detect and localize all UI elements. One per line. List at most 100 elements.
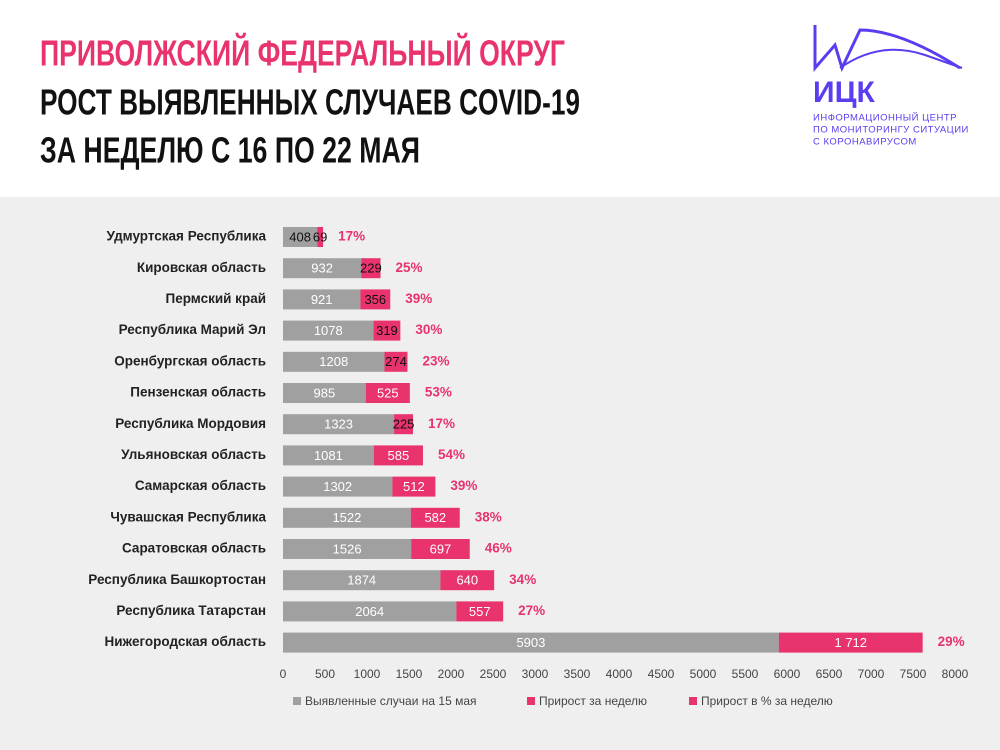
bar-segment — [283, 289, 361, 310]
logo-wave — [813, 25, 961, 73]
percent-label: 17% — [428, 416, 455, 431]
title-line: ПРИВОЛЖСКИЙ ФЕДЕРАЛЬНЫЙ ОКРУГ — [40, 32, 565, 74]
value-label: 557 — [469, 604, 491, 619]
value-label: 69 — [313, 229, 327, 244]
value-label: 512 — [403, 479, 425, 494]
category-label: Республика Татарстан — [116, 603, 266, 618]
bar-segment — [283, 227, 318, 247]
x-tick-label: 8000 — [942, 667, 969, 681]
bar-segment — [283, 476, 393, 497]
x-tick-label: 4000 — [606, 667, 633, 681]
x-tick-label: 5000 — [690, 667, 717, 681]
value-label: 356 — [364, 292, 386, 307]
category-label: Удмуртская Республика — [107, 229, 267, 244]
category-label: Чувашская Республика — [110, 509, 266, 524]
bar-segment — [384, 351, 408, 372]
value-label: 697 — [430, 541, 452, 556]
x-tick-label: 6500 — [816, 667, 843, 681]
x-tick-label: 7500 — [900, 667, 927, 681]
value-label: 585 — [388, 448, 410, 463]
value-label: 1874 — [347, 573, 376, 588]
bar-segment — [283, 570, 441, 591]
category-label: Оренбургская область — [114, 353, 266, 368]
bar-segment — [440, 570, 495, 591]
x-tick-label: 0 — [280, 667, 287, 681]
bar-segment — [394, 414, 414, 435]
value-label: 1208 — [319, 354, 348, 369]
x-tick-label: 3000 — [522, 667, 549, 681]
logo-line: ИНФОРМАЦИОННЫЙ ЦЕНТР — [813, 112, 957, 124]
title-line: РОСТ ВЫЯВЛЕННЫХ СЛУЧАЕВ COVID-19 — [40, 82, 580, 123]
value-label: 1323 — [324, 417, 353, 432]
x-tick-label: 7000 — [858, 667, 885, 681]
value-label: 1081 — [314, 448, 343, 463]
category-label: Республика Башкортостан — [88, 572, 266, 587]
percent-label: 29% — [938, 634, 965, 649]
bar-segment — [778, 632, 923, 653]
header-bg — [0, 0, 1000, 197]
value-label: 229 — [360, 261, 382, 276]
logo-name: ИЦК — [813, 76, 875, 109]
percent-label: 53% — [425, 385, 452, 400]
category-label: Кировская область — [137, 260, 266, 275]
bar-segment — [392, 476, 436, 497]
x-tick-label: 1000 — [354, 667, 381, 681]
percent-label: 39% — [450, 478, 477, 493]
value-label: 1078 — [314, 323, 343, 338]
category-label: Нижегородская область — [105, 634, 267, 649]
category-label: Пензенская область — [130, 385, 266, 400]
value-label: 408 — [289, 229, 311, 244]
x-tick-label: 2000 — [438, 667, 465, 681]
category-label: Ульяновская область — [121, 447, 266, 462]
value-label: 225 — [393, 417, 415, 432]
category-label: Республика Марий Эл — [119, 322, 266, 337]
percent-label: 39% — [405, 291, 432, 306]
legend-label: Прирост за неделю — [539, 694, 647, 708]
bar-segment — [365, 383, 410, 403]
percent-label: 30% — [415, 322, 442, 337]
logo-line: С КОРОНАВИРУСОМ — [813, 137, 917, 148]
bar-segment — [410, 507, 460, 528]
x-tick-label: 500 — [315, 667, 335, 681]
value-label: 319 — [376, 323, 398, 338]
chart-bg — [0, 197, 1000, 750]
percent-label: 46% — [485, 541, 512, 556]
bar-segment — [373, 320, 401, 341]
percent-label: 17% — [338, 229, 365, 244]
logo-line: ПО МОНИТОРИНГУ СИТУАЦИИ — [813, 125, 969, 136]
category-label: Пермский край — [165, 291, 266, 306]
logo — [813, 25, 963, 73]
bar-segment — [283, 507, 411, 528]
value-label: 582 — [424, 510, 446, 525]
x-tick-label: 5500 — [732, 667, 759, 681]
legend-swatch — [527, 697, 535, 705]
bar-segment — [283, 258, 362, 279]
value-label: 640 — [456, 573, 478, 588]
bar-segment — [283, 632, 779, 653]
x-tick-label: 2500 — [480, 667, 507, 681]
value-label: 932 — [311, 261, 333, 276]
legend-label: Выявленные случаи на 15 мая — [305, 694, 477, 708]
legend-label: Прирост в % за неделю — [701, 694, 833, 708]
category-label: Республика Мордовия — [115, 416, 266, 431]
legend-swatch — [293, 697, 301, 705]
value-label: 5903 — [516, 635, 545, 650]
bar-segment — [456, 601, 504, 622]
bar-segment — [283, 320, 374, 341]
category-label: Саратовская область — [122, 541, 266, 556]
category-label: Самарская область — [135, 478, 266, 493]
percent-label: 54% — [438, 447, 465, 462]
bar-segment — [360, 289, 391, 310]
percent-label: 38% — [475, 509, 502, 524]
bar-segment — [283, 445, 374, 466]
value-label: 274 — [385, 354, 407, 369]
percent-label: 23% — [422, 353, 449, 368]
value-label: 525 — [377, 385, 399, 400]
x-tick-label: 4500 — [648, 667, 675, 681]
bar-segment — [283, 351, 385, 372]
bar-segment — [411, 539, 470, 559]
x-tick-label: 1500 — [396, 667, 423, 681]
bar-segment — [283, 601, 457, 622]
value-label: 1302 — [323, 479, 352, 494]
